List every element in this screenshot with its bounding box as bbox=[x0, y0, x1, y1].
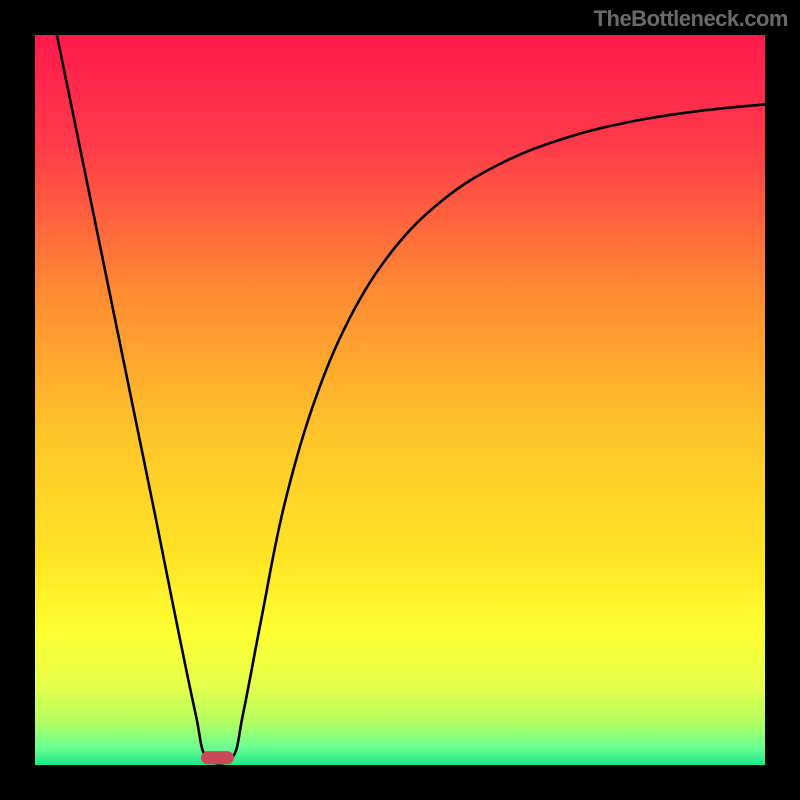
chart-container: TheBottleneck.com bbox=[0, 0, 800, 800]
plot-area bbox=[35, 35, 765, 765]
plot-svg bbox=[35, 35, 765, 765]
watermark-text: TheBottleneck.com bbox=[594, 6, 788, 32]
min-marker bbox=[201, 751, 234, 764]
gradient-background bbox=[35, 35, 765, 765]
